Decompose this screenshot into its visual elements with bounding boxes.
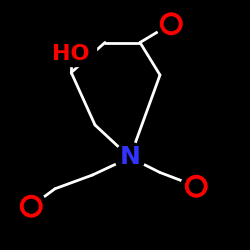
Bar (46, 41, 96, 66)
Circle shape (16, 191, 46, 222)
Text: HO: HO (52, 44, 90, 64)
Text: N: N (120, 146, 141, 170)
Circle shape (181, 171, 212, 202)
Circle shape (115, 142, 145, 172)
Circle shape (156, 8, 186, 39)
